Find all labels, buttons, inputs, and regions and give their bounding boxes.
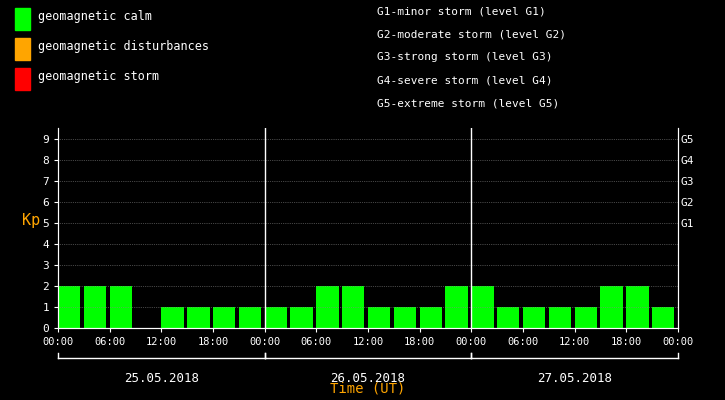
Text: geomagnetic calm: geomagnetic calm xyxy=(38,10,152,23)
Bar xyxy=(600,286,623,328)
Bar xyxy=(626,286,649,328)
Text: geomagnetic storm: geomagnetic storm xyxy=(38,70,159,83)
Bar xyxy=(368,307,390,328)
Bar xyxy=(239,307,261,328)
Bar xyxy=(316,286,339,328)
Bar xyxy=(549,307,571,328)
Bar xyxy=(523,307,545,328)
Bar xyxy=(84,286,106,328)
Text: geomagnetic disturbances: geomagnetic disturbances xyxy=(38,40,209,53)
Text: G3-strong storm (level G3): G3-strong storm (level G3) xyxy=(377,52,552,62)
Text: 25.05.2018: 25.05.2018 xyxy=(124,372,199,385)
Text: G4-severe storm (level G4): G4-severe storm (level G4) xyxy=(377,76,552,86)
Bar xyxy=(394,307,416,328)
Text: 27.05.2018: 27.05.2018 xyxy=(537,372,612,385)
Bar xyxy=(574,307,597,328)
Text: G2-moderate storm (level G2): G2-moderate storm (level G2) xyxy=(377,29,566,39)
Text: G5-extreme storm (level G5): G5-extreme storm (level G5) xyxy=(377,99,559,109)
Text: G1-minor storm (level G1): G1-minor storm (level G1) xyxy=(377,6,546,16)
Bar xyxy=(161,307,183,328)
Bar xyxy=(291,307,313,328)
Bar xyxy=(497,307,519,328)
Bar xyxy=(58,286,80,328)
Bar xyxy=(652,307,674,328)
Bar xyxy=(445,286,468,328)
Bar xyxy=(213,307,236,328)
Bar xyxy=(342,286,365,328)
Text: 26.05.2018: 26.05.2018 xyxy=(331,372,405,385)
Bar xyxy=(265,307,287,328)
Bar xyxy=(420,307,442,328)
Bar xyxy=(187,307,210,328)
Text: Time (UT): Time (UT) xyxy=(331,382,405,396)
Bar xyxy=(471,286,494,328)
Bar xyxy=(109,286,132,328)
Y-axis label: Kp: Kp xyxy=(22,213,40,228)
